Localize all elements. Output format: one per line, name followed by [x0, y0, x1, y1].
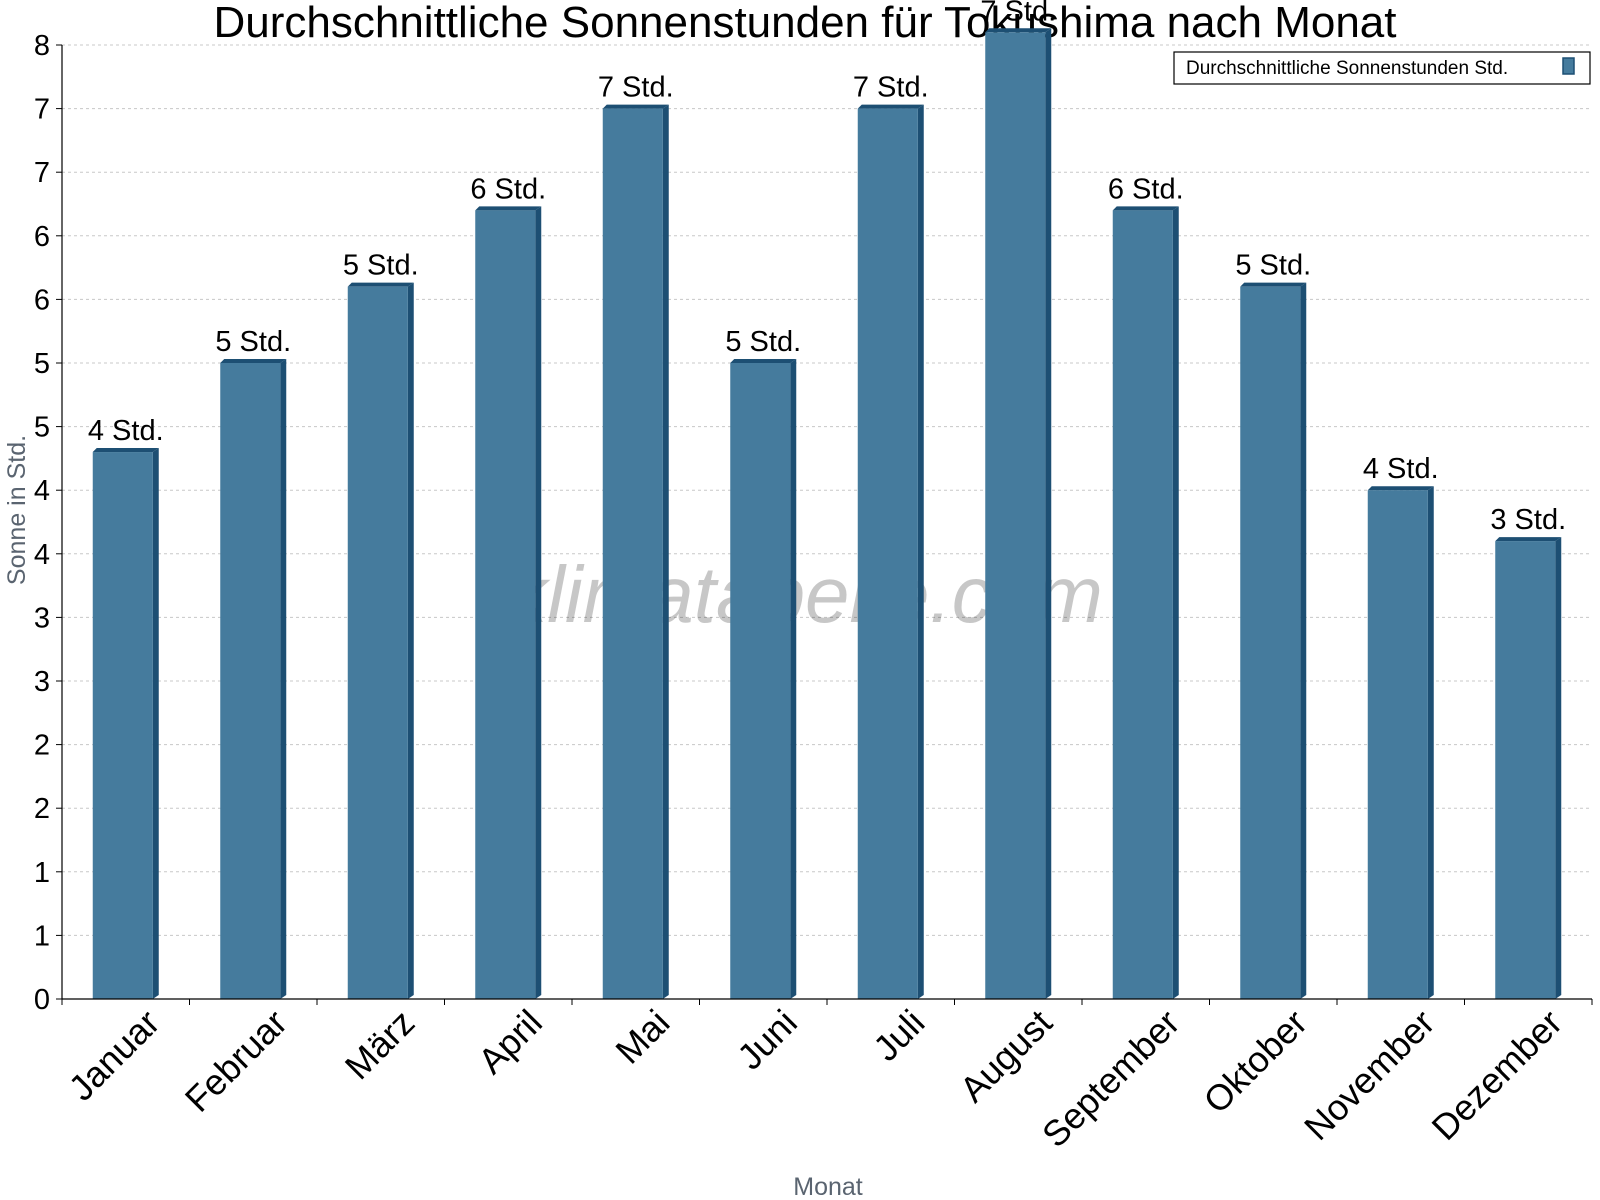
bar-top: [220, 359, 287, 363]
bar: [1495, 541, 1556, 999]
y-tick-label: 0: [34, 984, 50, 1016]
bar-side: [662, 104, 669, 1000]
bar-top: [1112, 206, 1179, 211]
bar-side: [1172, 206, 1179, 1000]
bar: [347, 286, 408, 999]
chart-title: Durchschnittliche Sonnenstunden für Toku…: [214, 0, 1397, 47]
bar-top: [602, 104, 669, 109]
x-tick-label: August: [952, 1002, 1060, 1110]
y-tick-label: 7: [34, 157, 50, 189]
bar-data-label: 7 Std.: [853, 72, 929, 104]
bar-group: [1367, 486, 1434, 999]
bar-side: [917, 104, 924, 1000]
bar-data-label: 6 Std.: [1108, 173, 1184, 205]
y-tick-label: 4: [34, 539, 50, 571]
bar-data-label: 6 Std.: [470, 173, 546, 205]
bar-data-label: 7 Std.: [980, 0, 1056, 27]
bar-data-label: 3 Std.: [1490, 504, 1566, 536]
y-tick-label: 3: [34, 666, 50, 698]
y-tick-label: 1: [34, 920, 50, 952]
y-tick-label: 2: [34, 793, 50, 825]
x-tick-label: Januar: [61, 1002, 168, 1109]
bar-side: [1300, 282, 1307, 999]
bar-side: [1045, 28, 1052, 999]
bar-side: [152, 448, 159, 999]
bar-data-label: 5 Std.: [1235, 250, 1311, 282]
bar-top: [985, 28, 1052, 33]
bar: [475, 210, 536, 1000]
bar-data-label: 5 Std.: [343, 250, 419, 282]
bar-group: [92, 448, 159, 999]
bar-group: [1240, 282, 1307, 999]
legend: Durchschnittliche Sonnenstunden Std.: [1173, 51, 1591, 85]
y-tick-label: 7: [34, 94, 50, 126]
bar-top: [730, 359, 797, 363]
grid: [62, 44, 1592, 936]
x-tick-label: Dezember: [1423, 1002, 1569, 1148]
y-tick-label: 5: [34, 412, 50, 444]
bar: [602, 108, 663, 1000]
bar: [220, 363, 281, 999]
x-tick-label: Oktober: [1195, 1002, 1315, 1122]
bar-group: [730, 359, 797, 999]
bar-data-label: 4 Std.: [1363, 453, 1439, 485]
y-tick-label: 6: [34, 221, 50, 253]
bar-top: [347, 282, 414, 287]
bar-top: [1367, 486, 1434, 491]
x-tick-label: März: [337, 1002, 423, 1088]
x-tick-label: Juni: [729, 1002, 805, 1078]
y-tick-label: 3: [34, 602, 50, 634]
bar-data-label: 7 Std.: [598, 72, 674, 104]
bar-top: [475, 206, 542, 211]
bar: [1240, 286, 1301, 999]
bar: [730, 363, 791, 999]
y-tick-label: 5: [34, 348, 50, 380]
bar-data-label: 4 Std.: [88, 415, 164, 447]
bar-side: [1555, 537, 1562, 999]
x-tick-label: September: [1034, 1002, 1188, 1156]
bar-data-label: 5 Std.: [725, 326, 801, 358]
bar-side: [535, 206, 542, 1000]
legend-label: Durchschnittliche Sonnenstunden Std.: [1186, 58, 1508, 79]
bar: [92, 452, 153, 999]
bar-group: [602, 104, 669, 1000]
bars: 4 Std. 5 Std. 5 Std. 6 Std. 7 Std. 5 Std. 7 St…: [88, 0, 1566, 1000]
bar-group: [857, 104, 924, 1000]
x-tick-label: Mai: [607, 1002, 677, 1072]
bar-side: [790, 359, 797, 999]
bar-group: [475, 206, 542, 1000]
bar-top: [857, 104, 924, 109]
bar: [1367, 490, 1428, 999]
bar-side: [1427, 486, 1434, 999]
y-tick-label: 8: [34, 30, 50, 62]
bar-top: [1240, 282, 1307, 287]
bar: [857, 108, 918, 1000]
y-tick-label: 6: [34, 284, 50, 316]
bar-group: [220, 359, 287, 999]
y-tick-label: 2: [34, 730, 50, 762]
x-tick-label: Juli: [865, 1002, 932, 1069]
bar-side: [407, 282, 414, 999]
bar-top: [92, 448, 159, 453]
x-axis-title: Monat: [793, 1173, 863, 1200]
bar: [985, 32, 1046, 999]
bar: [1112, 210, 1173, 1000]
bar-group: [347, 282, 414, 999]
bar-group: [1495, 537, 1562, 999]
legend-box: [1173, 51, 1591, 85]
x-tick-label: April: [470, 1002, 550, 1082]
bar-side: [280, 359, 287, 999]
bar-data-label: 5 Std.: [215, 326, 291, 358]
bar-group: [1112, 206, 1179, 1000]
y-tick-label: 1: [34, 857, 50, 889]
bar-top: [1495, 537, 1562, 542]
x-tick-label: November: [1296, 1002, 1442, 1148]
x-tick-label: Februar: [177, 1002, 295, 1120]
legend-swatch: [1562, 57, 1575, 75]
y-axis-title: Sonne in Std.: [3, 435, 31, 585]
bar-group: [985, 28, 1052, 999]
y-tick-label: 4: [34, 475, 50, 507]
